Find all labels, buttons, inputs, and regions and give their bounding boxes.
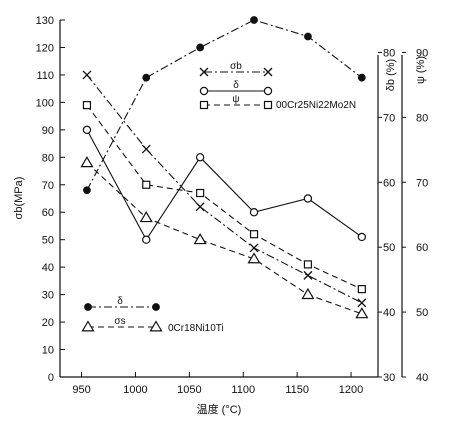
y-right2-tick-label: 60 bbox=[416, 242, 428, 254]
series-point-ni_sigma_b bbox=[249, 243, 259, 253]
y-left-tick-label: 120 bbox=[36, 42, 54, 54]
legend-marker bbox=[263, 100, 273, 110]
legend-marker bbox=[152, 303, 160, 311]
series-point-ti_sigma_s bbox=[355, 307, 369, 319]
series-point-ti_sigma_s bbox=[139, 211, 153, 223]
y-left-axis-title: σb(MPa) bbox=[13, 177, 25, 220]
series-point-ni_delta bbox=[357, 232, 367, 242]
y-left-tick-label: 90 bbox=[42, 125, 54, 137]
y-right1-tick-label: 80 bbox=[383, 47, 395, 59]
series-point-ni_psi bbox=[357, 285, 366, 294]
series-point-ni_sigma_b bbox=[141, 144, 151, 154]
x-axis-title: 温度 (°C) bbox=[197, 402, 242, 416]
series-point-ni_delta bbox=[303, 194, 313, 203]
legend-marker bbox=[263, 86, 273, 96]
y-left-tick-label: 80 bbox=[42, 152, 54, 164]
legend-material: 0Cr18Ni10Ti bbox=[168, 323, 224, 334]
series-point-ni_psi bbox=[196, 188, 205, 198]
series-ni_delta bbox=[82, 125, 367, 244]
y-right1-tick-label: 30 bbox=[383, 372, 395, 384]
y-right1-axis-title: δb (%) bbox=[385, 59, 397, 91]
series-point-ni_delta bbox=[195, 153, 205, 162]
series-point-ti_delta bbox=[142, 73, 151, 82]
y-left-tick-label: 110 bbox=[36, 70, 54, 82]
legend-marker bbox=[81, 320, 95, 332]
y-right2-axis-title: ψ (%) bbox=[415, 56, 427, 84]
series-point-ti_delta bbox=[83, 186, 91, 195]
y-left-tick-label: 60 bbox=[42, 207, 54, 219]
y-left-tick-label: 40 bbox=[42, 262, 54, 274]
x-tick-label: 1050 bbox=[177, 384, 201, 396]
y-left-tick-label: 50 bbox=[42, 235, 54, 247]
y-right1-tick-label: 50 bbox=[383, 242, 395, 254]
series-point-ni_sigma_b bbox=[195, 202, 205, 212]
x-tick-label: 950 bbox=[72, 384, 90, 396]
y-right2-tick-label: 70 bbox=[416, 177, 428, 189]
x-tick-label: 1200 bbox=[339, 384, 363, 396]
series-line-ti_sigma_s bbox=[86, 162, 363, 315]
y-left-tick-label: 130 bbox=[36, 15, 54, 27]
series-point-ti_sigma_s bbox=[80, 156, 94, 168]
legend-marker bbox=[263, 67, 273, 77]
series-point-ni_psi bbox=[303, 260, 313, 269]
legend-marker bbox=[199, 100, 209, 110]
legend-marker bbox=[84, 303, 92, 311]
y-left-tick-label: 70 bbox=[42, 180, 54, 192]
legend-material: 00Cr25Ni22Mo2N bbox=[276, 100, 356, 111]
y-left-tick-label: 10 bbox=[42, 345, 54, 357]
y-right2-tick-label: 50 bbox=[416, 307, 428, 319]
series-point-ti_sigma_s bbox=[301, 287, 315, 300]
series-point-ti_delta bbox=[357, 73, 366, 82]
series-line-ti_delta bbox=[86, 19, 363, 191]
y-right1-tick-label: 60 bbox=[383, 177, 395, 189]
y-left-tick-label: 100 bbox=[36, 97, 54, 109]
y-right2-tick-label: 80 bbox=[416, 112, 428, 124]
legend-marker bbox=[199, 86, 209, 96]
legend-marker bbox=[149, 320, 163, 332]
series-layer bbox=[80, 16, 369, 319]
series-point-ni_psi bbox=[142, 180, 151, 189]
x-tick-label: 1000 bbox=[123, 384, 147, 396]
series-point-ni_sigma_b bbox=[357, 298, 367, 308]
series-point-ti_delta bbox=[304, 32, 312, 41]
legend-0cr18: δ σs 0Cr18Ni10Ti bbox=[81, 296, 224, 334]
y-left-tick-label: 20 bbox=[42, 317, 54, 329]
series-point-ti_delta bbox=[250, 16, 258, 24]
y-left-tick-label: 0 bbox=[48, 372, 54, 384]
series-point-ni_sigma_b bbox=[82, 70, 92, 80]
series-point-ti_delta bbox=[196, 43, 205, 52]
legend-symbol: δ bbox=[233, 80, 239, 91]
series-point-ni_delta bbox=[142, 235, 151, 244]
series-point-ti_sigma_s bbox=[247, 252, 261, 264]
legend-symbol: σs bbox=[114, 316, 125, 327]
legend-symbol: σb bbox=[230, 61, 242, 72]
legend-symbol: ψ bbox=[232, 94, 239, 105]
x-tick-label: 1150 bbox=[285, 384, 309, 396]
legend-marker bbox=[199, 67, 209, 77]
series-line-ni_delta bbox=[86, 129, 363, 241]
series-line-ni_psi bbox=[86, 104, 363, 290]
series-ti_sigma_s bbox=[80, 156, 369, 319]
series-point-ni_sigma_b bbox=[303, 270, 313, 280]
series-point-ti_sigma_s bbox=[193, 233, 207, 245]
x-tick-label: 1100 bbox=[231, 384, 255, 396]
y-right1-tick-label: 70 bbox=[383, 112, 395, 124]
legend-00cr25: σb δψ 00Cr25Ni22Mo2N bbox=[199, 61, 356, 111]
series-ni_sigma_b bbox=[82, 70, 367, 308]
y-right2-tick-label: 90 bbox=[416, 47, 428, 59]
legend-symbol: δ bbox=[117, 296, 123, 307]
series-point-ni_delta bbox=[249, 208, 259, 217]
y-right2-tick-label: 40 bbox=[416, 372, 428, 384]
axes-layer: 950 1000 1050 1100 1150 1200 0 10 20 30 40 50 60 70 80… bbox=[13, 15, 428, 416]
series-point-ni_psi bbox=[82, 101, 92, 110]
y-left-tick-label: 30 bbox=[42, 290, 54, 302]
series-ti_delta bbox=[83, 16, 366, 195]
y-right1-tick-label: 40 bbox=[383, 307, 395, 319]
series-point-ni_delta bbox=[82, 125, 92, 135]
series-point-ni_psi bbox=[249, 230, 259, 239]
series-ni_psi bbox=[82, 101, 366, 294]
